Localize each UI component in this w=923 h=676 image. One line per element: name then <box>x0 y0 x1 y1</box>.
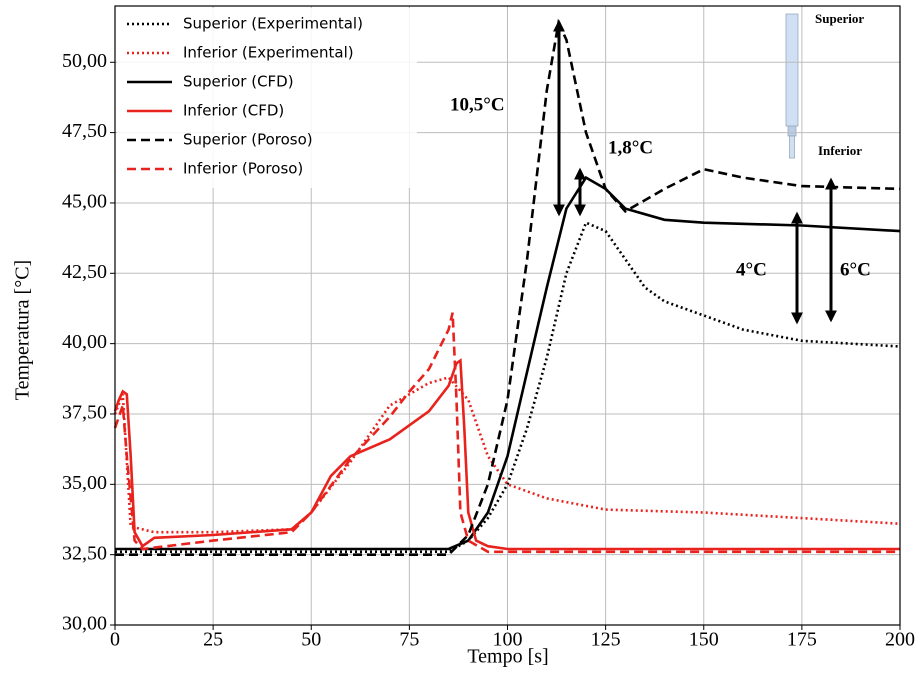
y-tick-label: 35,00 <box>62 472 107 494</box>
legend-label: Inferior (Experimental) <box>183 44 354 62</box>
x-tick-label: 200 <box>885 629 915 651</box>
annotation: 6°C <box>840 259 871 280</box>
legend-label: Inferior (CFD) <box>183 102 284 120</box>
x-tick-label: 125 <box>591 629 621 651</box>
annotation: 4°C <box>736 259 767 280</box>
y-tick-label: 45,00 <box>62 191 107 213</box>
y-tick-label: 50,00 <box>62 50 107 72</box>
inset-probe <box>785 13 799 159</box>
x-tick-label: 150 <box>689 629 719 651</box>
x-tick-label: 75 <box>399 629 419 651</box>
series-line <box>113 358 900 551</box>
y-tick-label: 47,50 <box>62 120 107 142</box>
legend-label: Superior (Experimental) <box>183 15 363 33</box>
x-axis-label: Tempo [s] <box>467 646 548 668</box>
y-axis-label: Temperatura [°C] <box>12 260 34 400</box>
inset-label: Superior <box>815 11 864 26</box>
series-line <box>115 18 901 556</box>
legend-label: Superior (CFD) <box>183 73 294 91</box>
plot-frame <box>114 5 901 626</box>
inset-label: Inferior <box>818 143 862 158</box>
x-tick-label: 100 <box>493 629 523 651</box>
y-tick-label: 30,00 <box>62 613 107 635</box>
x-tick-label: 175 <box>787 629 817 651</box>
annotation: 10,5°C <box>450 94 505 115</box>
y-tick-label: 37,50 <box>62 402 107 424</box>
x-tick-label: 0 <box>110 629 120 651</box>
legend-box <box>117 8 417 188</box>
y-tick-label: 40,00 <box>62 331 107 353</box>
x-tick-label: 50 <box>301 629 321 651</box>
series-line <box>113 312 900 554</box>
x-tick-label: 25 <box>203 629 223 651</box>
legend-label: Inferior (Poroso) <box>183 160 303 178</box>
legend-label: Superior (Poroso) <box>183 131 313 149</box>
y-tick-label: 32,50 <box>62 542 107 564</box>
annotation: 1,8°C <box>608 137 653 158</box>
y-tick-label: 42,50 <box>62 261 107 283</box>
legend: Superior (Experimental) Inferior (Experim… <box>117 8 417 188</box>
